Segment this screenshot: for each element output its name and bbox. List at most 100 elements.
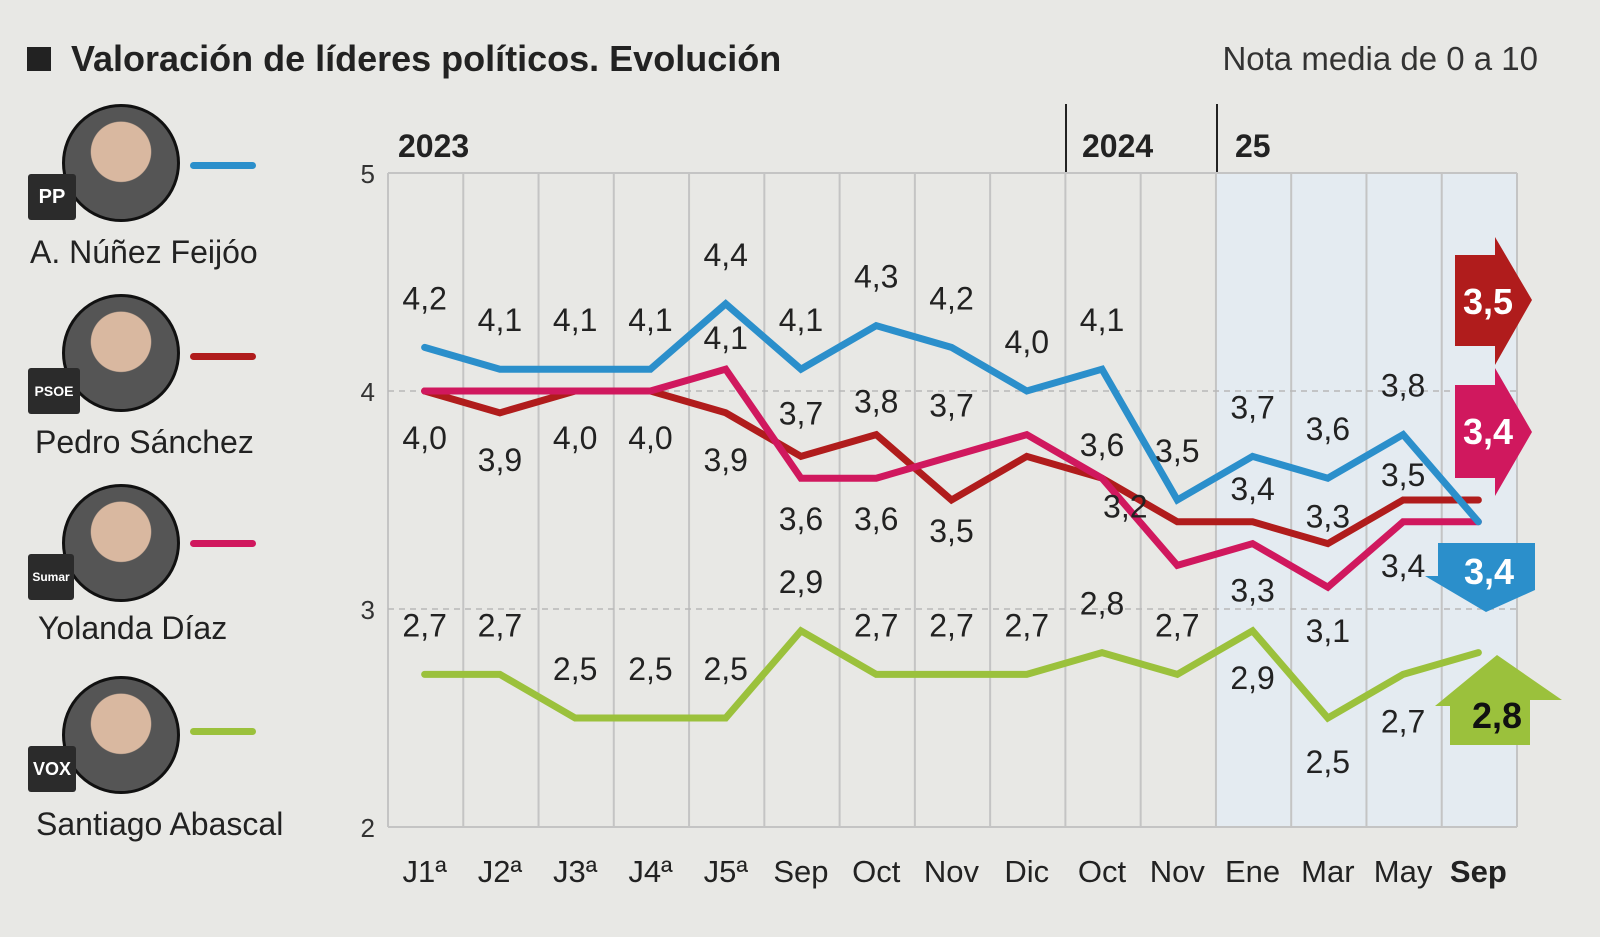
- data-label: 3,4: [1381, 548, 1425, 584]
- data-label: 4,0: [1005, 324, 1049, 360]
- data-label: 4,4: [703, 237, 747, 273]
- x-tick-label: J3ª: [553, 854, 598, 889]
- psoe-logo: PSOE: [28, 368, 80, 414]
- avatar: [62, 676, 180, 794]
- data-label: 2,7: [1155, 607, 1199, 643]
- last-value-label: 3,5: [1463, 281, 1513, 322]
- pp-logo: PP: [28, 174, 76, 220]
- trend-arrow-up-icon: [1435, 655, 1562, 745]
- data-label: 3,5: [1381, 457, 1425, 493]
- data-label: 3,6: [1306, 411, 1350, 447]
- data-label: 2,9: [1230, 660, 1274, 696]
- data-label: 3,7: [1230, 389, 1274, 425]
- avatar: [62, 484, 180, 602]
- vox-logo: VOX: [28, 746, 76, 792]
- y-tick-label: 4: [361, 377, 375, 407]
- legend-item-abascal: VOX Santiago Abascal: [0, 672, 330, 862]
- legend-item-sanchez: PSOE Pedro Sánchez: [0, 290, 330, 480]
- trend-arrow-flat-icon: [1455, 237, 1532, 365]
- x-tick-label: Nov: [924, 854, 980, 889]
- data-label: 3,5: [1155, 433, 1199, 469]
- legend-name: Santiago Abascal: [36, 806, 284, 842]
- data-label: 3,6: [854, 501, 898, 537]
- chart-title: Valoración de líderes políticos. Evoluci…: [27, 38, 781, 80]
- data-label: 3,2: [1103, 488, 1147, 524]
- last-value-label: 2,8: [1472, 695, 1522, 736]
- legend-swatch: [190, 162, 256, 169]
- data-label: 3,5: [929, 513, 973, 549]
- x-tick-label: J1ª: [403, 854, 448, 889]
- data-label: 3,3: [1230, 573, 1274, 609]
- data-label: 3,7: [779, 395, 823, 431]
- data-label: 3,3: [1306, 499, 1350, 535]
- y-tick-label: 3: [361, 595, 375, 625]
- legend-name: A. Núñez Feijóo: [30, 234, 258, 270]
- x-tick-label: J5ª: [704, 854, 749, 889]
- title-square-icon: [27, 47, 51, 71]
- data-label: 2,9: [779, 564, 823, 600]
- legend-item-feijoo: PP A. Núñez Feijóo: [0, 100, 330, 290]
- data-label: 4,1: [779, 302, 823, 338]
- x-tick-label: J2ª: [478, 854, 523, 889]
- y-tick-label: 2: [361, 813, 375, 843]
- legend-swatch: [190, 353, 256, 360]
- x-tick-label: Sep: [773, 854, 828, 889]
- trend-arrow-down-icon: [1425, 543, 1535, 612]
- data-label: 3,8: [1381, 368, 1425, 404]
- year-label: 2023: [398, 128, 469, 164]
- data-label: 3,1: [1306, 613, 1350, 649]
- legend-swatch: [190, 540, 256, 547]
- data-label: 4,2: [929, 280, 973, 316]
- title-text: Valoración de líderes políticos. Evoluci…: [71, 38, 782, 79]
- data-label: 2,7: [854, 607, 898, 643]
- data-label: 2,5: [628, 651, 672, 687]
- x-tick-label: May: [1374, 854, 1433, 889]
- trend-arrow-flat-icon: [1455, 368, 1532, 496]
- x-tick-label: Mar: [1301, 854, 1354, 889]
- data-label: 4,0: [553, 420, 597, 456]
- data-label: 2,7: [1005, 607, 1049, 643]
- data-label: 2,7: [1381, 703, 1425, 739]
- data-label: 3,8: [854, 384, 898, 420]
- data-label: 2,8: [1080, 586, 1124, 622]
- sumar-logo: Sumar: [28, 554, 74, 600]
- avatar: [62, 104, 180, 222]
- legend-name: Pedro Sánchez: [35, 424, 254, 460]
- year-label: 2024: [1082, 128, 1153, 164]
- x-tick-label: Oct: [852, 854, 901, 889]
- legend-item-diaz: Sumar Yolanda Díaz: [0, 480, 330, 670]
- data-label: 4,0: [628, 420, 672, 456]
- data-label: 3,9: [703, 442, 747, 478]
- x-tick-label: J4ª: [628, 854, 673, 889]
- y-tick-label: 5: [361, 159, 375, 189]
- data-label: 4,1: [1080, 302, 1124, 338]
- data-label: 3,9: [478, 442, 522, 478]
- data-label: 2,7: [402, 607, 446, 643]
- data-label: 4,1: [553, 302, 597, 338]
- last-value-label: 3,4: [1463, 411, 1513, 452]
- data-label: 2,7: [478, 607, 522, 643]
- chart-subtitle: Nota media de 0 a 10: [1222, 40, 1538, 77]
- avatar: [62, 294, 180, 412]
- x-tick-label: Dic: [1004, 854, 1049, 889]
- data-label: 4,1: [703, 320, 747, 356]
- data-label: 3,4: [1230, 471, 1274, 507]
- last-value-label: 3,4: [1464, 551, 1514, 592]
- data-label: 2,5: [703, 651, 747, 687]
- x-tick-label: Sep: [1450, 854, 1507, 889]
- legend-name: Yolanda Díaz: [38, 610, 228, 646]
- data-label: 3,6: [1080, 427, 1124, 463]
- data-label: 2,7: [929, 607, 973, 643]
- data-label: 4,2: [402, 280, 446, 316]
- data-label: 4,0: [402, 420, 446, 456]
- data-label: 4,3: [854, 259, 898, 295]
- x-tick-label: Ene: [1225, 854, 1280, 889]
- data-label: 2,5: [553, 651, 597, 687]
- data-label: 3,7: [929, 387, 973, 423]
- x-tick-label: Oct: [1078, 854, 1127, 889]
- legend-swatch: [190, 728, 256, 735]
- x-tick-label: Nov: [1150, 854, 1206, 889]
- data-label: 2,5: [1306, 744, 1350, 780]
- year-label: 25: [1235, 128, 1271, 164]
